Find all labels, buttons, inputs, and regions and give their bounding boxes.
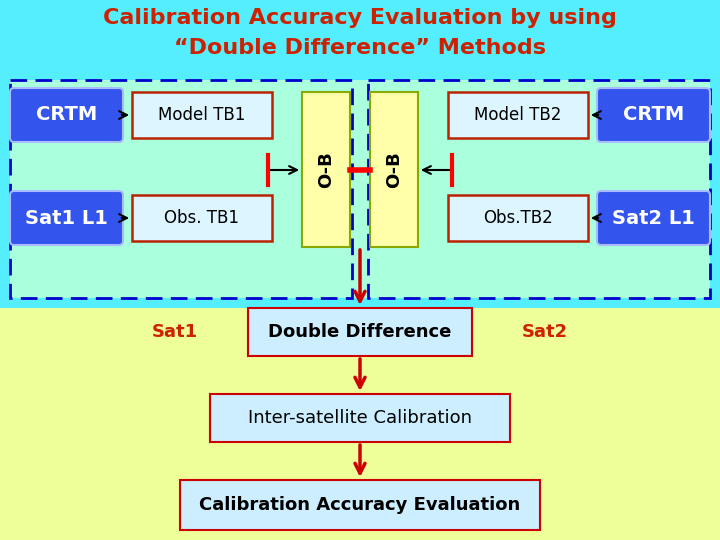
Text: CRTM: CRTM [36, 105, 97, 125]
Bar [248, 308, 472, 356]
FancyBboxPatch shape [597, 191, 710, 245]
Bar [10, 80, 710, 298]
Bar [210, 394, 510, 442]
Bar [180, 480, 540, 530]
FancyBboxPatch shape [10, 191, 123, 245]
FancyBboxPatch shape [597, 88, 710, 142]
FancyBboxPatch shape [10, 88, 123, 142]
Text: Sat2 L1: Sat2 L1 [612, 208, 695, 227]
Text: “Double Difference” Methods: “Double Difference” Methods [174, 38, 546, 58]
Text: Sat1 L1: Sat1 L1 [25, 208, 108, 227]
Bar [448, 195, 588, 241]
Bar [132, 195, 272, 241]
Bar [302, 92, 350, 247]
Text: Model TB1: Model TB1 [158, 106, 246, 124]
Text: Model TB2: Model TB2 [474, 106, 562, 124]
Text: Sat1: Sat1 [152, 323, 198, 341]
Text: CRTM: CRTM [623, 105, 684, 125]
Text: Inter-satellite Calibration: Inter-satellite Calibration [248, 409, 472, 427]
Text: Calibration Accuracy Evaluation by using: Calibration Accuracy Evaluation by using [103, 8, 617, 28]
Text: O-B: O-B [385, 151, 403, 188]
Bar [448, 92, 588, 138]
Bar [0, 0, 720, 308]
Text: Sat2: Sat2 [522, 323, 568, 341]
Text: O-B: O-B [317, 151, 335, 188]
Text: Calibration Accuracy Evaluation: Calibration Accuracy Evaluation [199, 496, 521, 514]
Bar [132, 92, 272, 138]
Text: Double Difference: Double Difference [269, 323, 451, 341]
Text: Obs. TB1: Obs. TB1 [164, 209, 240, 227]
Bar [368, 80, 710, 298]
Text: Obs.TB2: Obs.TB2 [483, 209, 553, 227]
Bar [10, 80, 352, 298]
Bar [370, 92, 418, 247]
